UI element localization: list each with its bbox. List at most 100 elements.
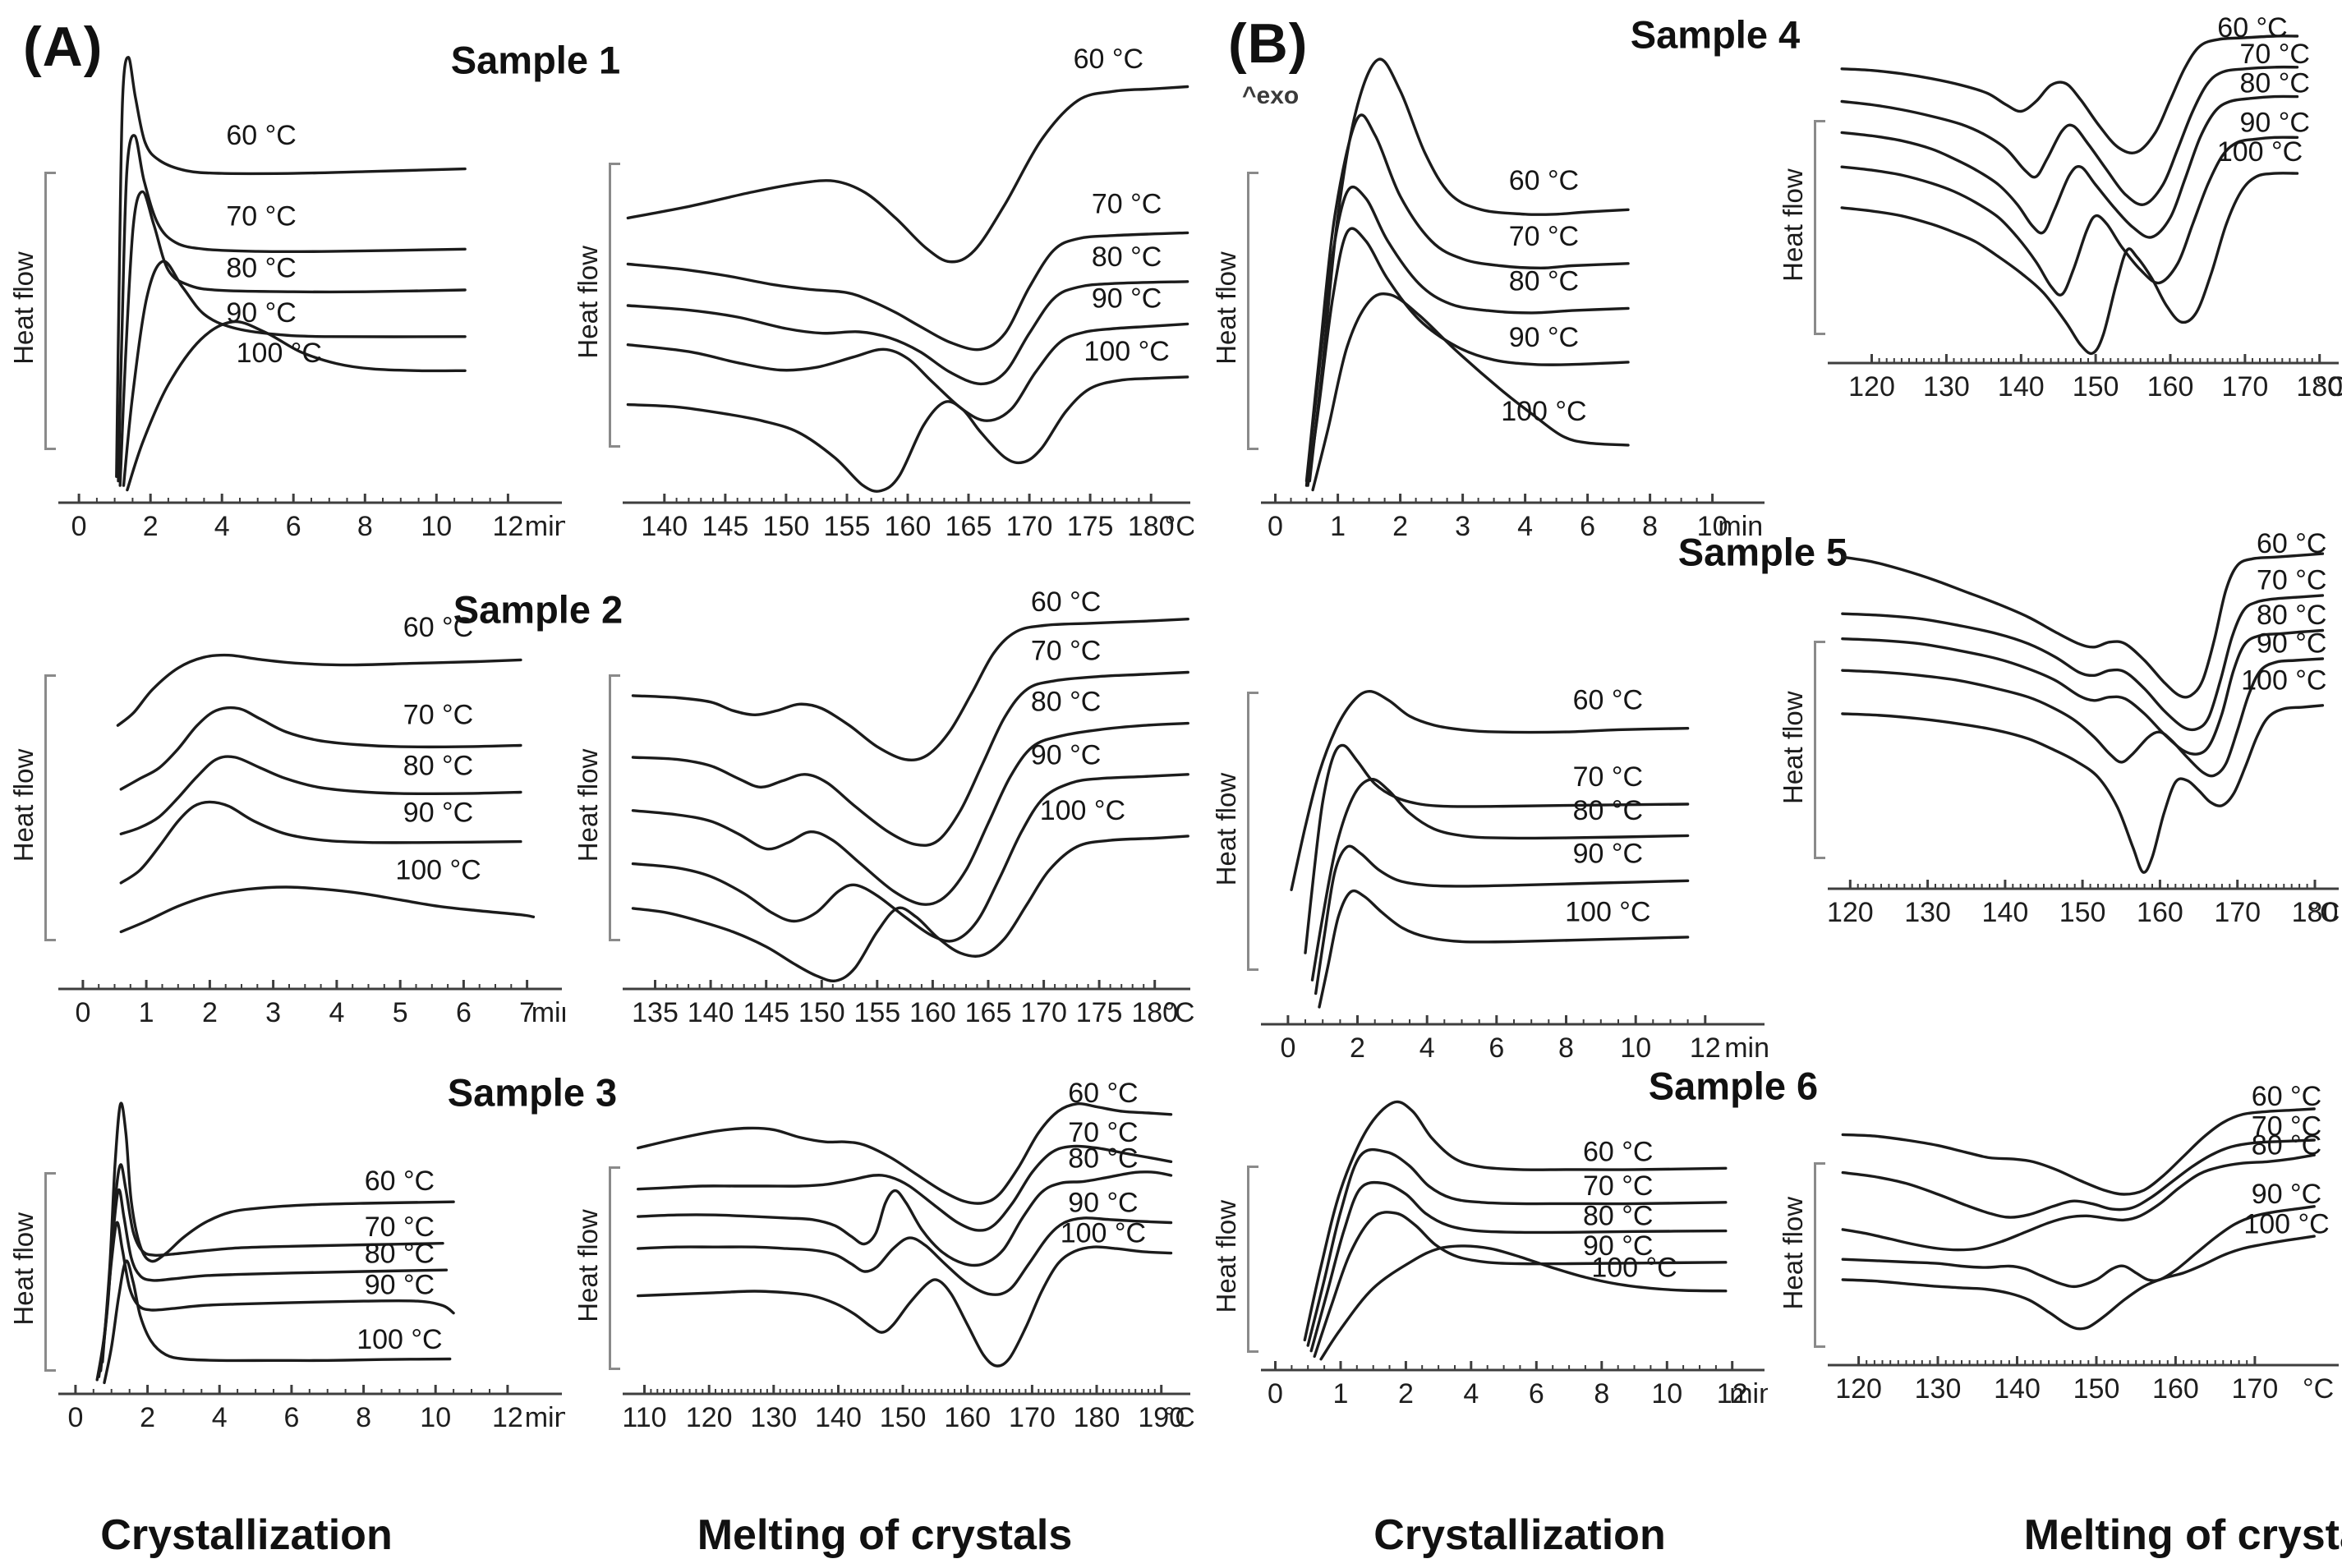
plot-canvas-s4m: 120 130 140 150 160 170 180°C 60 °C70 °C80 °C 90…: [1828, 12, 2342, 402]
curve-label-60C: 60 °C: [1583, 1136, 1653, 1167]
heat-flow-bracket: [44, 1172, 56, 1372]
dsc-curve-90C: [1313, 1211, 1728, 1359]
heat-flow-axis: Heat flow: [571, 534, 622, 1037]
sample-3-title: Sample 3: [447, 1070, 618, 1115]
curve-label-90C: 90 °C: [2239, 107, 2309, 138]
x-axis-unit-label: min: [1729, 1378, 1768, 1409]
x-tick-label: 155: [854, 997, 900, 1028]
x-tick-label: 10: [421, 511, 452, 542]
x-tick-label: 165: [946, 511, 992, 542]
dsc-curve-70C: [117, 134, 467, 483]
x-tick-label: 1: [139, 997, 154, 1028]
sample-5-title: Sample 5: [1677, 530, 1848, 574]
dsc-curve-80C: [118, 190, 467, 487]
curve-label-80C: 80 °C: [2239, 68, 2309, 99]
x-tick-label: 160: [885, 511, 932, 542]
sample-4-title: Sample 4: [1630, 12, 1801, 57]
x-tick-label: 160: [944, 1402, 991, 1433]
curve-label-100C: 100 °C: [1084, 336, 1169, 367]
curve-label-90C: 90 °C: [1509, 322, 1579, 353]
heat-flow-bracket: [44, 172, 56, 450]
dsc-curve-100C: [1841, 704, 2325, 874]
dsc-curve-70C: [1304, 113, 1630, 483]
dsc-curve-70C: [626, 231, 1189, 352]
x-axis-unit-label: °C: [2303, 1373, 2334, 1405]
curve-label-100C: 100 °C: [1040, 795, 1125, 826]
x-axis-unit-label: min: [525, 511, 565, 542]
x-tick-label: 2: [140, 1402, 155, 1433]
x-tick-label: 180: [1128, 511, 1175, 542]
dsc-curve-100C: [1319, 1244, 1728, 1361]
exo-annotation: ^exo: [1242, 82, 1300, 109]
dsc-curve-100C: [103, 1259, 452, 1385]
curve-label-90C: 90 °C: [1068, 1187, 1138, 1218]
dsc-curve-70C: [1304, 743, 1690, 954]
heat-flow-axis: Heat flow: [1776, 7, 1827, 411]
x-tick-label: 190: [1138, 1402, 1185, 1433]
subplot-sample4-crystallization: Heat flow 0 1 2 3 4 6 8 10 min 60 °C 70 °C 80 °C 90 …: [1209, 25, 1768, 550]
dsc-curve-60C: [631, 618, 1189, 762]
heat-flow-bracket: [1814, 119, 1825, 335]
heat-flow-axis-label: Heat flow: [1211, 1200, 1241, 1313]
subplot-sample5-melting: Heat flow 120 130 140 150 160 170 180 °C 60 °C 70…: [1776, 526, 2342, 936]
heat-flow-axis: Heat flow: [1209, 1068, 1260, 1418]
dsc-curve-80C: [1840, 94, 2299, 239]
heat-flow-axis: Heat flow: [1776, 1064, 1827, 1413]
heat-flow-axis-label: Heat flow: [8, 1212, 39, 1327]
x-tick-label: 6: [1529, 1378, 1544, 1409]
curve-label-70C: 70 °C: [2252, 1111, 2321, 1143]
dsc-curve-70C: [1306, 1147, 1728, 1347]
x-tick-label: 120: [1848, 371, 1895, 402]
x-tick-label: 6: [1488, 1032, 1504, 1064]
curve-label-70C: 70 °C: [2257, 565, 2326, 596]
curve-label-60C: 60 °C: [2257, 528, 2326, 559]
heat-flow-axis: Heat flow: [1209, 544, 1260, 1072]
heat-flow-bracket: [44, 674, 56, 941]
x-tick-label: 2: [143, 511, 159, 542]
x-tick-label: 140: [641, 511, 688, 542]
curve-label-80C: 80 °C: [2252, 1130, 2321, 1161]
plot-canvas-s2c: 0 1 2 3 4 5 6 7min 60 °C 70 °C 80 °C 90 °C 100 °C: [58, 612, 565, 1028]
dsc-curve-80C: [637, 1170, 1173, 1267]
curve-label-70C: 70 °C: [403, 699, 473, 730]
x-tick-label: 6: [1580, 511, 1595, 542]
curve-label-60C: 60 °C: [226, 120, 296, 151]
x-tick-label: 170: [2222, 371, 2269, 402]
x-tick-label: 0: [75, 997, 90, 1028]
curve-label-70C: 70 °C: [1068, 1117, 1138, 1148]
curve-label-90C: 90 °C: [365, 1269, 435, 1300]
x-tick-label: 120: [1835, 1373, 1882, 1405]
x-tick-label: 7: [519, 997, 535, 1028]
x-tick-label: 180: [1074, 1402, 1120, 1433]
dsc-curve-90C: [95, 1221, 455, 1382]
dsc-curve-60C: [101, 1101, 455, 1363]
dsc-curve-80C: [1309, 1180, 1728, 1353]
curve-label-70C: 70 °C: [1031, 636, 1101, 667]
dsc-curve-80C: [119, 755, 522, 835]
x-tick-label: 145: [743, 997, 789, 1028]
x-tick-label: 155: [824, 511, 871, 542]
x-tick-label: 140: [1982, 897, 2029, 928]
heat-flow-axis-label: Heat flow: [573, 246, 603, 360]
x-tick-label: 1: [1330, 511, 1346, 542]
dsc-curve-90C: [1306, 227, 1630, 487]
heat-flow-axis-label: Heat flow: [8, 251, 39, 366]
x-tick-label: 150: [2073, 1373, 2120, 1405]
heat-flow-axis-label: Heat flow: [8, 748, 39, 862]
panel-a-label: (A): [23, 16, 104, 78]
dsc-curve-90C: [626, 322, 1189, 422]
dsc-curve-70C: [637, 1144, 1173, 1232]
dsc-curve-80C: [1310, 778, 1690, 982]
dsc-curve-80C: [1304, 186, 1630, 487]
curve-label-80C: 80 °C: [1583, 1200, 1653, 1231]
curve-label-100C: 100 °C: [237, 338, 322, 369]
dsc-curve-70C: [1841, 594, 2325, 732]
x-tick-label: 0: [71, 511, 87, 542]
dsc-curve-100C: [626, 375, 1189, 493]
heat-flow-bracket: [609, 1166, 620, 1370]
curve-label-100C: 100 °C: [1565, 897, 1650, 928]
subplot-sample5-crystallization: Heat flow 0 2 4 6 8 10 12 min 60 °C 70 °C 80 °C 90 …: [1209, 544, 1768, 1072]
dsc-curve-70C: [1841, 1138, 2316, 1219]
x-tick-label: 12: [1717, 1378, 1748, 1409]
plot-canvas-s3m: 110 120 130 140 150 160 170 180 190°C 60 °C 70 °C8…: [622, 1078, 1194, 1433]
